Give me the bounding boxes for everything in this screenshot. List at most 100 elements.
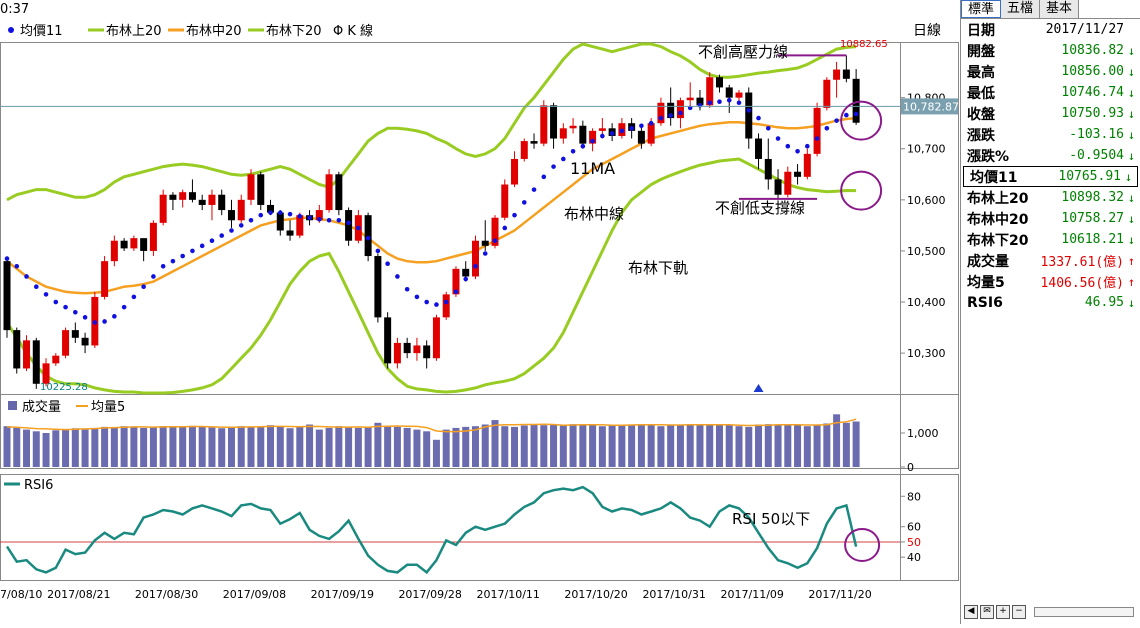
arrow-down-icon: ↓	[1127, 43, 1136, 58]
quote-value: 10836.82	[1061, 43, 1124, 58]
ma11-dot	[73, 309, 78, 315]
ma11-dot	[678, 110, 683, 116]
volume-bar	[598, 426, 606, 467]
volume-bar	[452, 427, 460, 467]
candle-body	[667, 102, 675, 119]
arrow-down-icon: ↓	[1127, 190, 1136, 205]
legend-item-ma11: 均價11	[8, 24, 63, 39]
volume-bar	[589, 425, 597, 467]
legend-label-boll-low: 布林下20	[266, 24, 322, 39]
volume-bar	[579, 424, 587, 467]
quote-value-wrap: 10836.82 ↓	[1061, 43, 1136, 58]
quote-panel: 標準 五檔 基本 日期 2017/11/27 開盤 10836.82 ↓ 最高 10856.…	[960, 0, 1140, 624]
zoom-in-icon[interactable]: +	[996, 605, 1010, 619]
quote-value: 10758.27	[1061, 211, 1124, 226]
quote-row: 最低 10746.74 ↓	[961, 82, 1140, 103]
ma11-dot	[365, 235, 371, 241]
candle-body	[257, 174, 265, 205]
quote-value: 10750.93	[1061, 106, 1124, 121]
volume-bar	[794, 425, 802, 467]
signal-triangle-icon	[753, 384, 764, 392]
quote-row: 開盤 10836.82 ↓	[961, 40, 1140, 61]
ma11-dot	[268, 210, 273, 215]
quote-value: 10746.74	[1061, 85, 1124, 100]
price-layer: 10,30010,40010,50010,60010,70010,80010,7…	[0, 42, 959, 395]
ma11-dot	[151, 274, 156, 279]
volume-bar	[706, 425, 714, 467]
ma11-dot	[541, 174, 547, 180]
rsi-annotation: RSI 50以下	[732, 510, 810, 528]
volume-bar	[803, 426, 811, 467]
volume-bar	[159, 426, 167, 467]
quote-value-wrap: 10898.32 ↓	[1061, 190, 1136, 205]
vol-ma-legend-label: 均量5	[91, 400, 125, 415]
rsi-layer: 80 60 50 40 7/08/10 2017/08/21 2017/08/30 2017/…	[0, 485, 921, 601]
chart-frames	[0, 42, 959, 581]
stock-chart-svg[interactable]: 10,30010,40010,50010,60010,70010,80010,7…	[0, 0, 960, 624]
candle-body	[276, 212, 284, 231]
price-tick-label: 10,400	[907, 296, 946, 309]
current-price-tag-bg	[901, 98, 958, 115]
arrow-down-icon: ↓	[1127, 211, 1136, 226]
ma11-dot	[238, 223, 244, 228]
arrow-up-icon: ↑	[1127, 274, 1136, 289]
x-axis-label: 2017/10/11	[477, 588, 540, 601]
volume-bar	[384, 426, 392, 467]
quote-row: 均價11 10765.91 ↓	[963, 166, 1138, 187]
zoom-out-icon[interactable]: −	[1012, 605, 1026, 619]
volume-bar	[501, 426, 509, 467]
arrow-left-icon[interactable]: ◀	[964, 605, 978, 619]
quote-value-wrap: 46.95 ↓	[1085, 295, 1136, 310]
volume-bar	[218, 428, 226, 467]
volume-bar	[530, 424, 538, 467]
ma11-dot	[404, 286, 410, 292]
volume-bar	[140, 427, 148, 467]
price-tick-label: 10,700	[907, 143, 946, 156]
candle-body	[598, 128, 606, 131]
candle-body	[374, 256, 382, 318]
candle-body	[501, 184, 509, 218]
tab-five-levels[interactable]: 五檔	[1001, 0, 1041, 18]
quote-label: 布林上20	[967, 190, 1029, 207]
ma11-dot	[746, 108, 752, 113]
mail-icon[interactable]: ✉	[980, 605, 994, 619]
volume-bar	[442, 429, 450, 467]
ma11-dot	[561, 156, 566, 162]
ma11-dot	[33, 284, 39, 290]
ma11-dot	[805, 143, 810, 149]
ma11-dot	[463, 276, 469, 282]
ma11-dot	[248, 217, 254, 223]
volume-bar	[764, 424, 772, 467]
candle-body	[569, 125, 577, 129]
candle-body	[764, 158, 772, 180]
candle-body	[423, 345, 431, 359]
candle-body	[803, 153, 811, 177]
x-axis-label: 2017/11/09	[721, 588, 784, 601]
ma11-dot	[4, 256, 10, 261]
ma11-annotation: 11MA	[570, 159, 615, 178]
current-price-tag: 10,782.87	[903, 100, 959, 113]
volume-bar	[81, 429, 89, 467]
candle-body	[52, 355, 60, 364]
arrow-down-icon: ↓	[1127, 148, 1136, 163]
ma11-dot	[414, 294, 420, 300]
chart-area[interactable]: 10,300 10,400 10,500 10,600 10,700 10,800 10,7…	[0, 0, 960, 624]
quote-value: 10856.00	[1061, 64, 1124, 79]
volume-bar	[774, 424, 782, 467]
tab-basic[interactable]: 基本	[1040, 0, 1080, 18]
ma11-dot	[502, 225, 508, 231]
quote-row: 最高 10856.00 ↓	[961, 61, 1140, 82]
ma11-dot	[356, 225, 361, 231]
tab-standard[interactable]: 標準	[961, 0, 1002, 18]
highlight-circle-lower	[840, 170, 883, 211]
quote-label: RSI6	[967, 294, 1003, 311]
legend-item-boll-up: 布林上20	[88, 24, 162, 39]
kline-icon: Φ	[333, 24, 347, 39]
volume-bar	[481, 424, 489, 467]
candle-body	[208, 194, 216, 205]
volume-bar	[345, 427, 353, 467]
scroll-slider[interactable]	[1034, 607, 1134, 617]
ma11-dot	[63, 304, 68, 310]
candle-body	[23, 340, 31, 369]
candle-body	[13, 330, 21, 369]
